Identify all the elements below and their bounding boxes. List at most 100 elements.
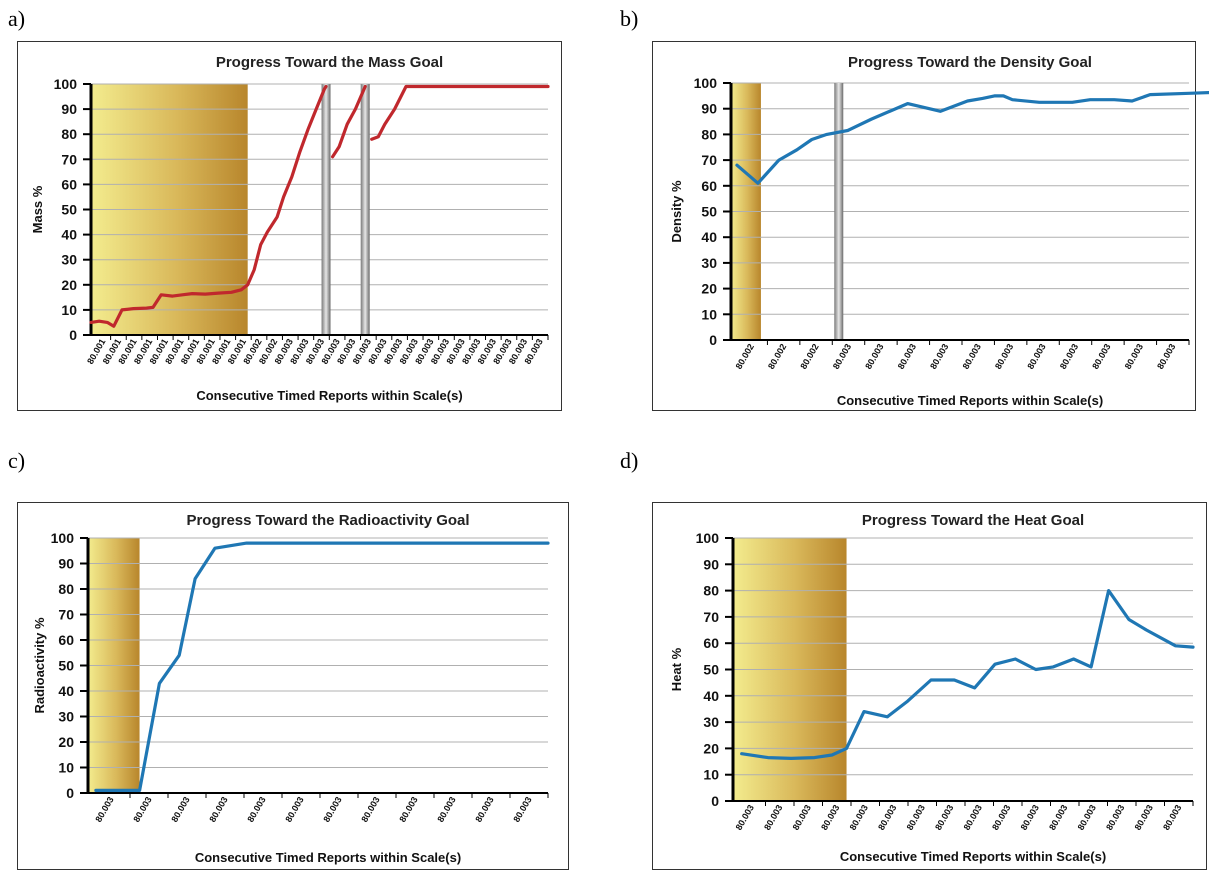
x-tick-label: 80.003 xyxy=(1058,342,1080,371)
y-tick-label: 40 xyxy=(701,229,717,245)
y-tick-label: 50 xyxy=(61,202,77,218)
scale-change-marker xyxy=(360,84,370,335)
x-tick-label: 80.003 xyxy=(283,795,305,824)
y-tick-label: 60 xyxy=(58,632,74,648)
y-axis-title: Density % xyxy=(669,180,684,243)
y-tick-label: 30 xyxy=(701,255,717,271)
mass-chart: 0 10 20 30 40 50 60 70 80 90 100 80.001 80.001 80.001… xyxy=(17,41,562,411)
x-tick-label: 80.003 xyxy=(896,342,918,371)
scale-change-marker xyxy=(834,83,844,340)
panel-label-a: a) xyxy=(8,6,26,31)
y-tick-label: 50 xyxy=(703,662,719,678)
x-tick-label: 80.003 xyxy=(876,803,898,832)
heat-chart: 0 10 20 30 40 50 60 70 80 90 100 80.003 80.003 80.003… xyxy=(652,502,1207,870)
x-tick-label: 80.003 xyxy=(928,342,950,371)
y-tick-label: 60 xyxy=(701,178,717,194)
radioactivity-chart-svg: 0 10 20 30 40 50 60 70 80 90 100 80.003 80.003 80.003… xyxy=(32,512,550,865)
x-tick-label: 80.003 xyxy=(359,795,381,824)
x-tick-label: 80.003 xyxy=(819,803,841,832)
x-tick-label: 80.003 xyxy=(245,795,267,824)
y-tick-label: 10 xyxy=(703,767,719,783)
x-tick-label: 80.003 xyxy=(397,795,419,824)
y-tick-label: 20 xyxy=(701,281,717,297)
x-tick-label: 80.002 xyxy=(798,342,820,371)
chart-title: Progress Toward the Radioactivity Goal xyxy=(186,512,469,529)
y-tick-label: 100 xyxy=(696,530,720,546)
x-tick-label: 80.003 xyxy=(905,803,927,832)
y-tick-label: 70 xyxy=(61,151,77,167)
y-tick-label: 90 xyxy=(61,101,77,117)
panel-label-d: d) xyxy=(620,448,639,473)
y-tick-label: 40 xyxy=(61,227,77,243)
y-tick-label: 90 xyxy=(58,556,74,572)
y-axis-title: Radioactivity % xyxy=(32,617,47,714)
series-line xyxy=(735,90,1209,185)
x-tick-label: 80.003 xyxy=(1047,803,1069,832)
x-tick-label: 80.003 xyxy=(473,795,495,824)
y-axis-title: Mass % xyxy=(30,185,45,233)
y-tick-label: 10 xyxy=(701,306,717,322)
chart-title: Progress Toward the Heat Goal xyxy=(862,512,1084,529)
y-tick-label: 50 xyxy=(58,658,74,674)
x-tick-label: 80.003 xyxy=(962,803,984,832)
series-line xyxy=(331,84,367,159)
y-tick-label: 80 xyxy=(701,126,717,142)
y-tick-label: 0 xyxy=(711,793,719,809)
y-tick-label: 60 xyxy=(703,635,719,651)
x-tick-label: 80.003 xyxy=(1123,342,1145,371)
series-line xyxy=(740,589,1195,760)
y-tick-label: 30 xyxy=(703,714,719,730)
y-tick-label: 10 xyxy=(58,760,74,776)
y-tick-label: 0 xyxy=(709,332,717,348)
y-tick-label: 100 xyxy=(51,530,75,546)
x-axis-title: Consecutive Timed Reports within Scale(s… xyxy=(195,850,461,865)
y-tick-label: 0 xyxy=(66,785,74,801)
y-tick-label: 20 xyxy=(61,277,77,293)
y-tick-label: 90 xyxy=(701,101,717,117)
x-tick-label: 80.003 xyxy=(511,795,533,824)
x-tick-label: 80.002 xyxy=(734,342,756,371)
y-tick-label: 50 xyxy=(701,204,717,220)
x-tick-label: 80.003 xyxy=(1025,342,1047,371)
y-tick-label: 30 xyxy=(61,252,77,268)
radioactivity-chart: 0 10 20 30 40 50 60 70 80 90 100 80.003 80.003 80.003… xyxy=(17,502,569,870)
y-tick-label: 70 xyxy=(58,607,74,623)
x-tick-label: 80.003 xyxy=(791,803,813,832)
x-tick-label: 80.003 xyxy=(1090,342,1112,371)
x-tick-label: 80.003 xyxy=(1161,803,1183,832)
y-tick-label: 40 xyxy=(58,683,74,699)
density-chart-svg: 0 10 20 30 40 50 60 70 80 90 100 80.002 80.002 80.002… xyxy=(669,54,1209,408)
x-axis-title: Consecutive Timed Reports within Scale(s… xyxy=(837,393,1103,408)
x-tick-label: 80.003 xyxy=(933,803,955,832)
x-axis-title: Consecutive Timed Reports within Scale(s… xyxy=(196,388,462,403)
y-tick-label: 80 xyxy=(61,126,77,142)
chart-title: Progress Toward the Density Goal xyxy=(848,54,1092,71)
x-tick-label: 80.003 xyxy=(831,342,853,371)
heat-chart-svg: 0 10 20 30 40 50 60 70 80 90 100 80.003 80.003 80.003… xyxy=(669,512,1195,864)
x-tick-label: 80.003 xyxy=(435,795,457,824)
y-tick-label: 20 xyxy=(703,740,719,756)
series-line xyxy=(370,84,550,141)
x-tick-label: 80.003 xyxy=(1155,342,1177,371)
y-tick-label: 100 xyxy=(54,76,78,92)
x-tick-label: 80.003 xyxy=(961,342,983,371)
series-line xyxy=(89,84,328,328)
x-tick-label: 80.003 xyxy=(1104,803,1126,832)
x-tick-label: 80.003 xyxy=(321,795,343,824)
x-tick-label: 80.003 xyxy=(848,803,870,832)
panel-label-c: c) xyxy=(8,448,26,473)
y-tick-label: 20 xyxy=(58,734,74,750)
x-tick-label: 80.003 xyxy=(990,803,1012,832)
y-tick-label: 90 xyxy=(703,556,719,572)
y-tick-label: 10 xyxy=(61,302,77,318)
x-tick-label: 80.003 xyxy=(1133,803,1155,832)
x-tick-label: 80.003 xyxy=(762,803,784,832)
y-tick-label: 0 xyxy=(69,327,77,343)
x-tick-label: 80.003 xyxy=(863,342,885,371)
y-tick-label: 80 xyxy=(703,583,719,599)
series-line xyxy=(94,541,550,792)
x-tick-label: 80.003 xyxy=(993,342,1015,371)
y-tick-label: 30 xyxy=(58,709,74,725)
x-tick-label: 80.003 xyxy=(1076,803,1098,832)
y-tick-label: 40 xyxy=(703,688,719,704)
